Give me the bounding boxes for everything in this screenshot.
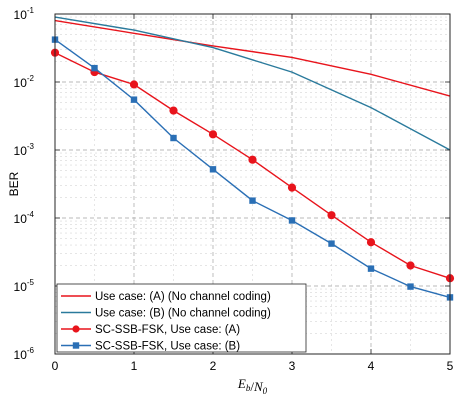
legend: Use case: (A) (No channel coding) Use cas… <box>56 283 307 353</box>
data-point-circle <box>208 130 218 139</box>
y-tick-label: 10-2 <box>14 74 35 90</box>
legend-marker-circle <box>72 325 80 333</box>
y-axis-label: BER <box>7 171 21 196</box>
data-point-circle <box>366 238 376 247</box>
legend-label: SC-SSB-FSK, Use case: (A) <box>95 324 240 336</box>
y-tick-labels: 10-6 10-5 10-4 10-3 10-2 10-1 <box>14 6 35 362</box>
x-tick-label: 0 <box>52 359 59 373</box>
x-tick-label: 3 <box>289 359 296 373</box>
data-point-circle <box>129 80 139 89</box>
legend-label: SC-SSB-FSK, Use case: (B) <box>95 341 240 353</box>
y-tick-label: 10-5 <box>14 278 35 294</box>
legend-marker-square <box>72 342 80 349</box>
y-tick-label: 10-6 <box>14 346 35 362</box>
y-tick-label: 10-1 <box>14 6 35 22</box>
y-tick-label: 10-4 <box>14 210 35 226</box>
plot-frame <box>54 13 451 355</box>
series-line <box>54 16 451 151</box>
data-point-square <box>91 64 98 72</box>
legend-label: Use case: (B) (No channel coding) <box>95 308 271 320</box>
data-point-circle <box>248 155 257 164</box>
legend-label: Use case: (A) (No channel coding) <box>95 291 271 303</box>
x-tick-label: 2 <box>210 359 217 373</box>
x-tick-label: 4 <box>368 359 375 373</box>
data-point-circle <box>169 106 178 115</box>
x-tick-label: 1 <box>131 359 138 373</box>
data-point-square <box>249 197 256 204</box>
series-line <box>54 19 451 97</box>
data-point-circle <box>327 211 336 220</box>
data-point-circle <box>406 261 415 270</box>
legend-box <box>56 283 307 353</box>
data-point-square <box>130 96 138 103</box>
x-axis-label: Eb/N0 <box>237 376 268 396</box>
data-point-circle <box>287 183 297 192</box>
series-1 <box>54 19 451 97</box>
series-2 <box>54 16 451 151</box>
data-point-square <box>328 240 335 247</box>
data-point-square <box>209 166 217 173</box>
x-tick-label: 5 <box>447 359 454 373</box>
x-tick-labels: 0 1 2 3 4 5 <box>52 359 454 373</box>
y-tick-label: 10-3 <box>14 142 35 158</box>
series-3 <box>50 48 455 283</box>
data-point-square <box>367 265 375 272</box>
data-point-square <box>170 134 177 142</box>
data-point-square <box>288 217 296 224</box>
data-point-square <box>407 283 414 290</box>
